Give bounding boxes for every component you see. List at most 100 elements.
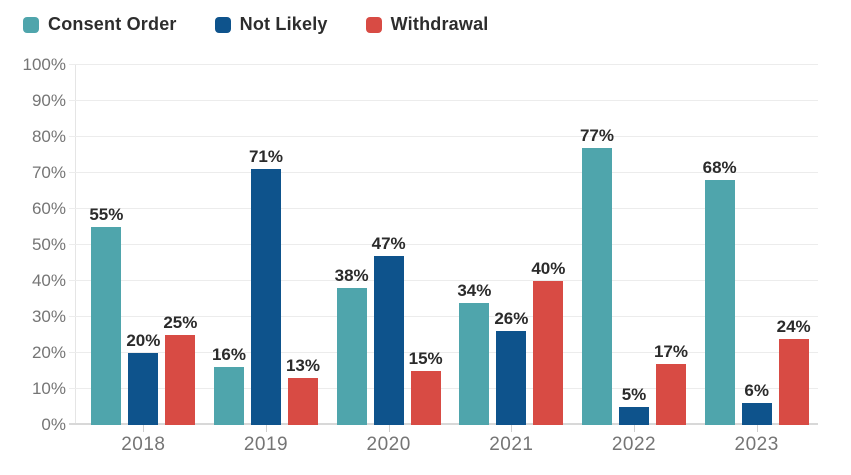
legend-label: Consent Order [48,14,177,34]
bar-value-label: 24% [776,316,811,336]
y-axis-tick-label: 70% [31,163,66,182]
bar-group: 77% 5% 17% [579,125,688,425]
x-axis-tick [388,425,390,432]
bar-value-label: 25% [163,313,198,332]
bar-value-label: 40% [531,259,566,278]
bar-withdrawal-2019 [287,378,318,425]
bar-column: 55% [89,205,124,425]
gridline [69,316,818,317]
bar-column: 24% [776,316,811,425]
bar-column: 71% [248,147,283,425]
legend-swatch-not-likely-icon [214,16,231,33]
legend-item-consent-order[interactable]: Consent Order [23,14,177,35]
gridline [69,280,818,281]
bar-column: 16% [211,345,246,425]
category-group-2020: 38% 47% 15% 2020 [327,65,450,455]
gridline [69,64,818,65]
y-axis-tick-label: 40% [31,271,66,290]
bar-value-label: 17% [653,341,688,361]
bar-group: 16% 71% 13% [211,147,320,425]
bar-value-label: 16% [211,345,246,365]
x-axis-label-2019: 2019 [243,434,289,455]
bar-column: 25% [163,313,198,425]
legend: Consent Order Not Likely Withdrawal [23,14,489,35]
gridline [69,136,818,137]
bar-value-label: 71% [248,147,283,167]
bar-value-label: 15% [408,349,443,368]
x-axis-label-2018: 2018 [121,434,166,455]
bar-withdrawal-2021 [533,281,564,425]
bar-consent-order-2018 [91,227,122,425]
bar-column: 77% [579,125,614,425]
category-group-2019: 16% 71% 13% 2019 [205,65,328,455]
gridline [69,352,818,353]
bar-value-label: 6% [744,381,769,401]
bar-consent-order-2023 [704,180,735,425]
bar-column: 15% [408,349,443,425]
bar-value-label: 26% [494,309,529,329]
bar-value-label: 20% [126,331,161,350]
bar-group: 34% 26% 40% [457,259,566,425]
y-axis-tick-label: 60% [31,199,66,218]
bar-consent-order-2022 [581,147,612,425]
category-group-2018: 55% 20% 25% 2018 [82,65,205,455]
x-axis-label-2021: 2021 [489,434,534,455]
x-axis-label-2023: 2023 [734,434,779,455]
bar-group: 55% 20% 25% [89,205,198,425]
bar-column: 17% [653,341,688,425]
bar-consent-order-2021 [459,302,490,425]
gridline [69,244,818,245]
y-axis-tick-label: 100% [22,55,66,74]
y-axis-tick-label: 80% [31,127,66,146]
bar-not-likely-2023 [741,403,772,425]
legend-item-withdrawal[interactable]: Withdrawal [365,14,489,35]
x-axis-tick [143,425,145,432]
bar-not-likely-2020 [373,255,404,425]
bar-withdrawal-2023 [778,338,809,425]
bar-value-label: 68% [702,158,737,178]
bar-withdrawal-2020 [410,371,441,425]
y-axis: 0% 10% 20% 30% 40% 50% 60% 70% 80% 90% 100% [0,55,66,434]
x-axis-label-2022: 2022 [611,434,657,455]
bar-column: 26% [494,309,529,425]
bar-column: 38% [334,266,369,425]
gridlines [69,64,818,425]
bar-group: 68% 6% 24% [702,158,811,425]
x-axis-tick [756,425,758,432]
plot-area: 55% 20% 25% 2018 16% 71% 13% 2019 38% 47% 15% 2020 3… [69,64,818,455]
bar-value-label: 34% [457,280,492,300]
bar-not-likely-2022 [618,407,649,425]
bar-not-likely-2021 [496,331,527,425]
category-group-2022: 77% 5% 17% 2022 [573,65,696,455]
bar-column: 34% [457,280,492,425]
bar-consent-order-2019 [213,367,244,425]
y-axis-tick-label: 50% [31,235,66,254]
bar-withdrawal-2018 [165,335,196,425]
x-axis-label-2020: 2020 [366,434,411,455]
bar-column: 5% [618,385,649,425]
bar-value-label: 55% [89,205,124,224]
bar-column: 47% [371,233,406,425]
bar-value-label: 77% [579,125,614,145]
y-axis-tick-label: 0% [41,415,66,434]
bar-column: 68% [702,158,737,425]
bar-value-label: 47% [371,233,406,253]
bar-column: 20% [126,331,161,425]
category-group-2023: 68% 6% 24% 2023 [695,65,818,455]
bar-not-likely-2018 [128,353,159,425]
bar-value-label: 38% [334,266,369,286]
slots: 55% 20% 25% 2018 16% 71% 13% 2019 38% 47% 15% 2020 3… [82,65,818,455]
bar-value-label: 5% [621,385,647,404]
y-axis-tick-label: 10% [31,379,66,398]
bar-consent-order-2020 [336,288,367,425]
gridline [69,423,818,425]
y-axis-tick-label: 90% [31,91,66,110]
x-axis-tick [633,425,635,432]
legend-item-not-likely[interactable]: Not Likely [214,14,328,35]
gridline [69,100,818,101]
bar-group: 38% 47% 15% [334,233,443,425]
y-axis-tick-label: 30% [31,307,66,326]
legend-swatch-consent-order-icon [23,16,39,33]
gridline [69,172,818,173]
